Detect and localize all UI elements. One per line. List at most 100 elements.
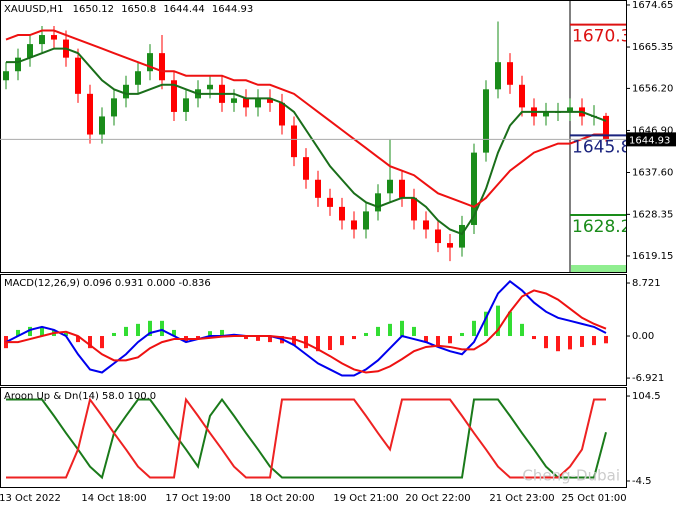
candle-body bbox=[291, 125, 297, 158]
candle-body bbox=[519, 84, 525, 108]
histogram-bar bbox=[580, 336, 584, 347]
histogram-bar bbox=[352, 336, 356, 340]
histogram-bar bbox=[124, 326, 128, 337]
histogram-bar bbox=[544, 336, 548, 349]
histogram-bar bbox=[400, 320, 404, 337]
histogram-bar bbox=[40, 326, 44, 337]
candle-body bbox=[435, 229, 441, 244]
histogram-bar bbox=[496, 305, 500, 337]
histogram-bar bbox=[112, 332, 116, 337]
candle-body bbox=[603, 115, 609, 140]
macd-line bbox=[6, 289, 607, 374]
candle-body bbox=[231, 98, 237, 103]
y-tick-label: 1637.60 bbox=[632, 168, 673, 179]
histogram-bar bbox=[448, 336, 452, 344]
watermark: Cheng-Dubai bbox=[522, 467, 620, 485]
x-tick-label: 14 Oct 18:00 bbox=[81, 493, 146, 504]
histogram-bar bbox=[364, 332, 368, 337]
histogram-bar bbox=[256, 336, 260, 341]
level-label: 1670.3 bbox=[572, 27, 631, 47]
candle-body bbox=[39, 35, 45, 45]
candle-body bbox=[279, 102, 285, 126]
candle-body bbox=[399, 179, 405, 198]
histogram-bar bbox=[424, 336, 428, 343]
y-tick-label: 1656.20 bbox=[632, 83, 673, 94]
candle-body bbox=[27, 44, 33, 58]
histogram-bar bbox=[592, 336, 596, 346]
histogram-bar bbox=[484, 311, 488, 337]
histogram-bar bbox=[472, 320, 476, 337]
histogram-bar bbox=[556, 336, 560, 352]
aroon-line bbox=[6, 397, 607, 480]
levels: 1670.3 1645.8 1628.2 bbox=[570, 23, 631, 237]
histogram-bar bbox=[16, 329, 20, 337]
histogram-bar bbox=[376, 326, 380, 337]
x-tick-label: 20 Oct 22:00 bbox=[405, 493, 470, 504]
histogram-bar bbox=[304, 336, 308, 349]
candle-body bbox=[3, 71, 9, 81]
open-value: 1650.12 bbox=[73, 4, 114, 15]
price-tag-label: 1644.93 bbox=[629, 135, 670, 146]
candle-body bbox=[315, 179, 321, 198]
histogram-bar bbox=[88, 336, 92, 349]
histogram-bar bbox=[436, 336, 440, 346]
y-tick-label: 1674.65 bbox=[632, 0, 673, 11]
main-header: XAUUSD,H1 1650.12 1650.8 1644.44 1644.93 bbox=[4, 4, 253, 15]
macd-line bbox=[5, 279, 607, 377]
close-value: 1644.93 bbox=[212, 4, 253, 15]
candle-body bbox=[147, 53, 153, 72]
histogram-bar bbox=[136, 323, 140, 337]
candle-body bbox=[159, 53, 165, 81]
candle-body bbox=[459, 224, 465, 248]
histogram-bar bbox=[64, 332, 68, 337]
candle-body bbox=[339, 206, 345, 221]
histogram-bar bbox=[520, 323, 524, 337]
x-tick-label: 13 Oct 2022 bbox=[0, 493, 61, 504]
macd-header: MACD(12,26,9) 0.096 0.931 0.000 -0.836 bbox=[4, 278, 211, 289]
aroon-line bbox=[6, 396, 606, 479]
histogram-bar bbox=[412, 326, 416, 337]
candle-body bbox=[255, 98, 261, 108]
candle-body bbox=[123, 84, 129, 99]
macd-panel bbox=[0, 274, 627, 386]
y-tick-label: 1619.15 bbox=[632, 251, 673, 262]
histogram-bar bbox=[328, 336, 332, 350]
histogram-bar bbox=[160, 320, 164, 337]
histogram-bar bbox=[340, 336, 344, 346]
histogram-bar bbox=[148, 320, 152, 337]
moving-average bbox=[5, 29, 606, 209]
x-tick-label: 18 Oct 20:00 bbox=[249, 493, 314, 504]
candle-body bbox=[183, 98, 189, 112]
y-tick-label: -4.5 bbox=[632, 476, 652, 487]
candle-body bbox=[567, 107, 573, 112]
histogram-bar bbox=[508, 311, 512, 337]
histogram-bar bbox=[292, 336, 296, 346]
candle-body bbox=[87, 93, 93, 135]
candle-body bbox=[75, 57, 81, 94]
histogram-bar bbox=[388, 323, 392, 337]
level-label: 1645.8 bbox=[572, 137, 631, 157]
candle-body bbox=[135, 71, 141, 85]
candle-body bbox=[267, 98, 273, 103]
candle-body bbox=[363, 211, 369, 230]
candle-body bbox=[387, 179, 393, 194]
histogram-bar bbox=[604, 336, 608, 344]
level-bar bbox=[571, 265, 626, 272]
candle-body bbox=[51, 35, 57, 40]
histogram-bar bbox=[268, 336, 272, 343]
histogram-bar bbox=[568, 336, 572, 350]
price-tag bbox=[626, 132, 676, 147]
candle-body bbox=[447, 243, 453, 248]
histogram-bar bbox=[172, 329, 176, 337]
candle-body bbox=[171, 80, 177, 112]
histogram-bar bbox=[28, 326, 32, 337]
aroon-panel bbox=[0, 387, 627, 488]
candle-body bbox=[207, 84, 213, 90]
y-tick-label: 1628.35 bbox=[632, 209, 673, 220]
candle-body bbox=[99, 116, 105, 135]
histogram-bar bbox=[100, 336, 104, 349]
candle-body bbox=[507, 62, 513, 85]
